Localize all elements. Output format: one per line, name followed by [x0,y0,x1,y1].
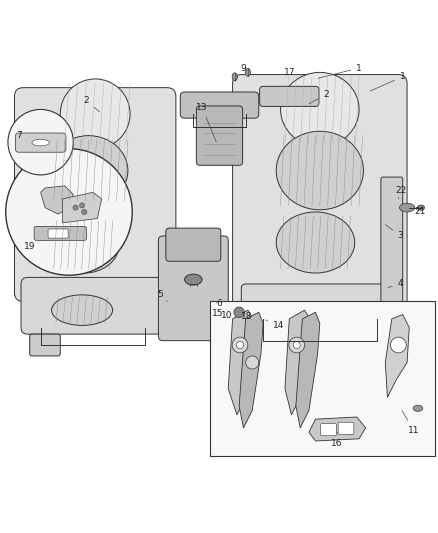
Polygon shape [284,310,311,415]
Text: 15: 15 [211,309,223,318]
Circle shape [236,342,243,349]
FancyBboxPatch shape [15,133,66,152]
Circle shape [245,356,258,369]
Circle shape [81,209,87,215]
Circle shape [8,109,73,175]
Text: 13: 13 [196,103,216,142]
Text: 4: 4 [387,279,403,288]
Text: 3: 3 [385,224,403,240]
Text: 21: 21 [413,207,425,216]
FancyBboxPatch shape [30,334,60,356]
Ellipse shape [245,68,250,76]
Polygon shape [308,417,365,441]
FancyBboxPatch shape [380,177,402,312]
FancyBboxPatch shape [14,87,176,301]
Circle shape [73,205,78,210]
Text: 17: 17 [283,68,294,77]
Text: 10: 10 [221,311,232,320]
Circle shape [390,337,405,353]
Ellipse shape [417,205,424,210]
FancyBboxPatch shape [21,277,169,334]
FancyBboxPatch shape [232,75,406,310]
Ellipse shape [399,203,414,212]
Text: 2: 2 [84,96,99,112]
Text: 9: 9 [237,64,246,77]
Text: 2: 2 [308,90,328,104]
Polygon shape [228,310,254,415]
FancyBboxPatch shape [337,422,353,434]
Circle shape [293,342,300,349]
FancyBboxPatch shape [259,86,318,107]
Ellipse shape [280,72,358,147]
Text: 11: 11 [401,410,418,434]
Text: 18: 18 [241,312,252,321]
Circle shape [79,203,85,208]
Text: 1: 1 [318,63,361,78]
Polygon shape [385,314,408,398]
FancyBboxPatch shape [320,424,336,436]
FancyBboxPatch shape [158,236,228,341]
Polygon shape [62,192,102,223]
Polygon shape [41,186,73,214]
Text: 14: 14 [265,320,283,330]
Ellipse shape [232,73,237,80]
Polygon shape [295,312,319,428]
Text: 19: 19 [24,243,35,252]
Text: 7: 7 [16,131,21,140]
Ellipse shape [184,274,201,285]
Polygon shape [239,312,262,428]
FancyBboxPatch shape [34,227,86,240]
Text: 16: 16 [330,432,341,448]
Ellipse shape [60,79,130,149]
Ellipse shape [412,405,422,411]
FancyBboxPatch shape [209,301,434,456]
Ellipse shape [49,216,119,273]
Ellipse shape [49,135,127,205]
Ellipse shape [32,139,49,146]
Ellipse shape [276,131,363,210]
FancyBboxPatch shape [196,106,242,165]
Circle shape [232,337,247,353]
FancyBboxPatch shape [180,92,258,118]
FancyBboxPatch shape [241,284,393,323]
Text: 1: 1 [370,72,405,91]
Text: 5: 5 [157,290,167,301]
Ellipse shape [276,212,354,273]
FancyBboxPatch shape [166,228,220,261]
Text: 22: 22 [394,185,405,199]
Circle shape [6,149,132,275]
Ellipse shape [51,295,113,325]
Circle shape [288,337,304,353]
FancyBboxPatch shape [48,229,68,238]
Circle shape [233,307,244,318]
Text: 6: 6 [215,299,222,308]
